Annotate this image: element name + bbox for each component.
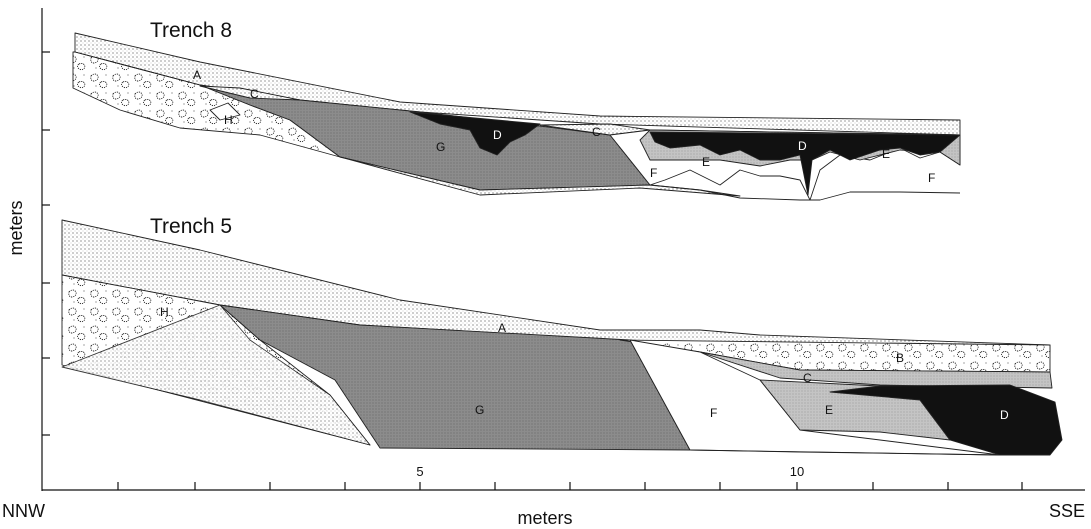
layer-label: E [882,147,890,161]
trench-title: Trench 8 [150,19,232,42]
layer-label: E [702,155,710,169]
layer-label: C [250,87,259,101]
layer-label: E [825,403,833,417]
layer-label: H [160,305,169,319]
x-tick-label: 5 [416,464,423,479]
layer-label: G [436,140,445,154]
trench-5-profile [62,220,1062,455]
layer-label: A [498,321,506,335]
x-axis-label: meters [517,508,572,528]
trench-8-profile [73,33,960,200]
layer-label: D [493,128,502,142]
layer-label: D [1000,408,1009,422]
x-tick-label: 10 [790,464,804,479]
layer-label: B [896,351,904,365]
layer-label: C [592,125,601,139]
trench-title: Trench 5 [150,215,232,238]
layer-label: F [650,166,657,180]
layer-label: F [710,406,717,420]
layer-label: F [928,171,935,185]
x-left-label: NNW [2,501,45,521]
profile-diagram: Trench 8 Trench 5 A C H D G C F E D E F … [0,0,1091,529]
layer-label: G [475,403,484,417]
layer-label: H [224,113,233,127]
layer-label: A [193,68,201,82]
layer-label: C [803,371,812,385]
x-right-label: SSE [1049,501,1085,521]
y-axis-label: meters [6,200,26,255]
layer-label: D [798,139,807,153]
